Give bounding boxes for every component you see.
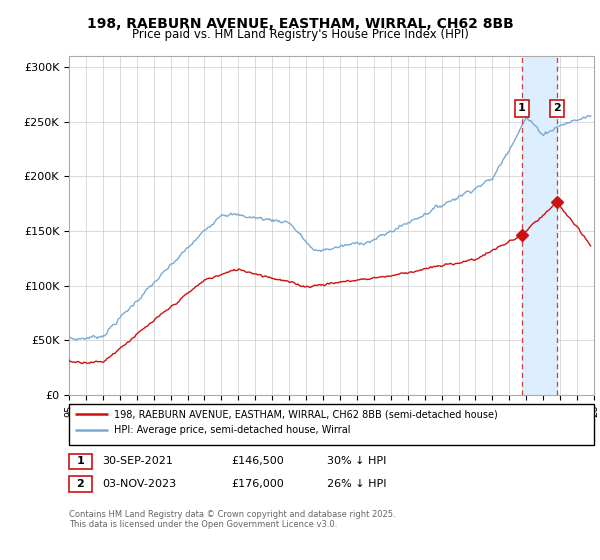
Text: 26% ↓ HPI: 26% ↓ HPI (327, 479, 386, 489)
Text: 2: 2 (553, 104, 561, 114)
Text: 198, RAEBURN AVENUE, EASTHAM, WIRRAL, CH62 8BB (semi-detached house): 198, RAEBURN AVENUE, EASTHAM, WIRRAL, CH… (114, 409, 498, 419)
Text: 30-SEP-2021: 30-SEP-2021 (102, 456, 173, 466)
Text: HPI: Average price, semi-detached house, Wirral: HPI: Average price, semi-detached house,… (114, 425, 350, 435)
Text: Contains HM Land Registry data © Crown copyright and database right 2025.
This d: Contains HM Land Registry data © Crown c… (69, 510, 395, 529)
Text: 2: 2 (77, 479, 84, 489)
Text: 03-NOV-2023: 03-NOV-2023 (102, 479, 176, 489)
Text: £146,500: £146,500 (231, 456, 284, 466)
Text: £176,000: £176,000 (231, 479, 284, 489)
Bar (522, 56, 557, 395)
Text: 198, RAEBURN AVENUE, EASTHAM, WIRRAL, CH62 8BB: 198, RAEBURN AVENUE, EASTHAM, WIRRAL, CH… (86, 17, 514, 31)
Text: Price paid vs. HM Land Registry's House Price Index (HPI): Price paid vs. HM Land Registry's House … (131, 28, 469, 41)
Text: 1: 1 (77, 456, 84, 466)
Bar (577, 56, 600, 395)
Text: 30% ↓ HPI: 30% ↓ HPI (327, 456, 386, 466)
Text: 1: 1 (518, 104, 526, 114)
